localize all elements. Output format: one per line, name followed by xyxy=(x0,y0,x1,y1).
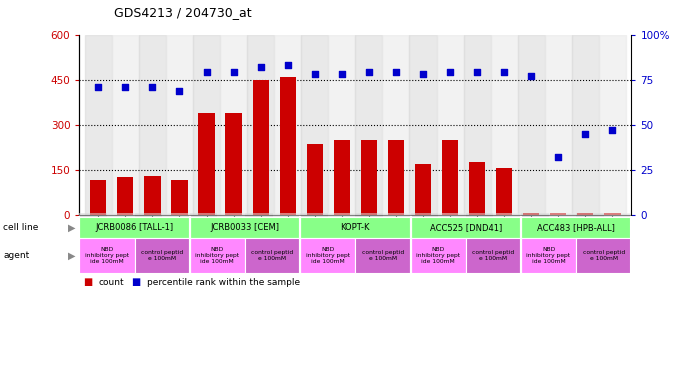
Bar xyxy=(496,169,512,215)
Bar xyxy=(604,213,620,215)
Bar xyxy=(279,77,296,215)
Text: ACC525 [DND41]: ACC525 [DND41] xyxy=(430,223,502,232)
Text: ■: ■ xyxy=(83,277,92,287)
Point xyxy=(499,70,510,76)
Bar xyxy=(334,140,350,215)
Bar xyxy=(550,213,566,215)
Text: NBD
inhibitory pept
ide 100mM: NBD inhibitory pept ide 100mM xyxy=(195,247,239,264)
Bar xyxy=(437,35,464,215)
Text: cell line: cell line xyxy=(3,223,39,232)
Text: JCRB0033 [CEM]: JCRB0033 [CEM] xyxy=(210,223,279,232)
Bar xyxy=(464,35,491,215)
Bar xyxy=(199,113,215,215)
Bar xyxy=(90,180,106,215)
Point xyxy=(309,71,320,77)
Bar xyxy=(415,164,431,215)
Text: NBD
inhibitory pept
ide 100mM: NBD inhibitory pept ide 100mM xyxy=(416,247,460,264)
Bar xyxy=(85,35,112,215)
Text: agent: agent xyxy=(3,251,30,260)
Point xyxy=(391,70,402,76)
Bar xyxy=(139,35,166,215)
Point xyxy=(255,64,266,70)
Text: ■: ■ xyxy=(131,277,140,287)
Text: NBD
inhibitory pept
ide 100mM: NBD inhibitory pept ide 100mM xyxy=(85,247,129,264)
Point xyxy=(417,71,428,77)
Point xyxy=(471,70,482,76)
Bar xyxy=(469,162,485,215)
Point xyxy=(526,73,537,79)
Text: JCRB0086 [TALL-1]: JCRB0086 [TALL-1] xyxy=(95,223,174,232)
Point xyxy=(228,70,239,76)
Bar xyxy=(253,80,269,215)
Bar xyxy=(361,141,377,215)
Bar xyxy=(599,35,626,215)
Bar xyxy=(112,35,139,215)
Point xyxy=(174,88,185,94)
Point xyxy=(147,84,158,90)
Text: control peptid
e 100mM: control peptid e 100mM xyxy=(362,250,404,261)
Bar xyxy=(306,144,323,215)
Bar xyxy=(382,35,409,215)
Bar xyxy=(442,141,458,215)
Point xyxy=(92,84,104,90)
Bar xyxy=(388,141,404,215)
Point xyxy=(607,127,618,133)
Bar xyxy=(523,213,540,215)
Bar xyxy=(220,35,247,215)
Bar xyxy=(355,35,382,215)
Bar xyxy=(409,35,437,215)
Point xyxy=(120,84,131,90)
Bar xyxy=(166,35,193,215)
Point xyxy=(201,70,212,76)
Text: KOPT-K: KOPT-K xyxy=(341,223,370,232)
Text: ▶: ▶ xyxy=(68,222,76,233)
Bar xyxy=(328,35,355,215)
Text: GDS4213 / 204730_at: GDS4213 / 204730_at xyxy=(114,6,251,19)
Bar xyxy=(572,35,599,215)
Bar xyxy=(247,35,274,215)
Point xyxy=(336,71,347,77)
Bar xyxy=(491,35,518,215)
Bar xyxy=(144,176,161,215)
Bar xyxy=(226,113,241,215)
Bar xyxy=(274,35,302,215)
Text: NBD
inhibitory pept
ide 100mM: NBD inhibitory pept ide 100mM xyxy=(526,247,571,264)
Text: percentile rank within the sample: percentile rank within the sample xyxy=(147,278,300,287)
Text: control peptid
e 100mM: control peptid e 100mM xyxy=(141,250,184,261)
Bar xyxy=(578,213,593,215)
Text: control peptid
e 100mM: control peptid e 100mM xyxy=(582,250,625,261)
Text: ▶: ▶ xyxy=(68,250,76,260)
Bar xyxy=(171,180,188,215)
Text: NBD
inhibitory pept
ide 100mM: NBD inhibitory pept ide 100mM xyxy=(306,247,350,264)
Text: ACC483 [HPB-ALL]: ACC483 [HPB-ALL] xyxy=(538,223,615,232)
Point xyxy=(553,154,564,161)
Bar xyxy=(545,35,572,215)
Bar xyxy=(518,35,545,215)
Point xyxy=(580,131,591,137)
Point xyxy=(364,70,375,76)
Point xyxy=(444,70,455,76)
Text: control peptid
e 100mM: control peptid e 100mM xyxy=(472,250,515,261)
Text: control peptid
e 100mM: control peptid e 100mM xyxy=(251,250,294,261)
Bar xyxy=(302,35,328,215)
Point xyxy=(282,62,293,68)
Text: count: count xyxy=(99,278,124,287)
Bar xyxy=(117,177,133,215)
Bar xyxy=(193,35,220,215)
